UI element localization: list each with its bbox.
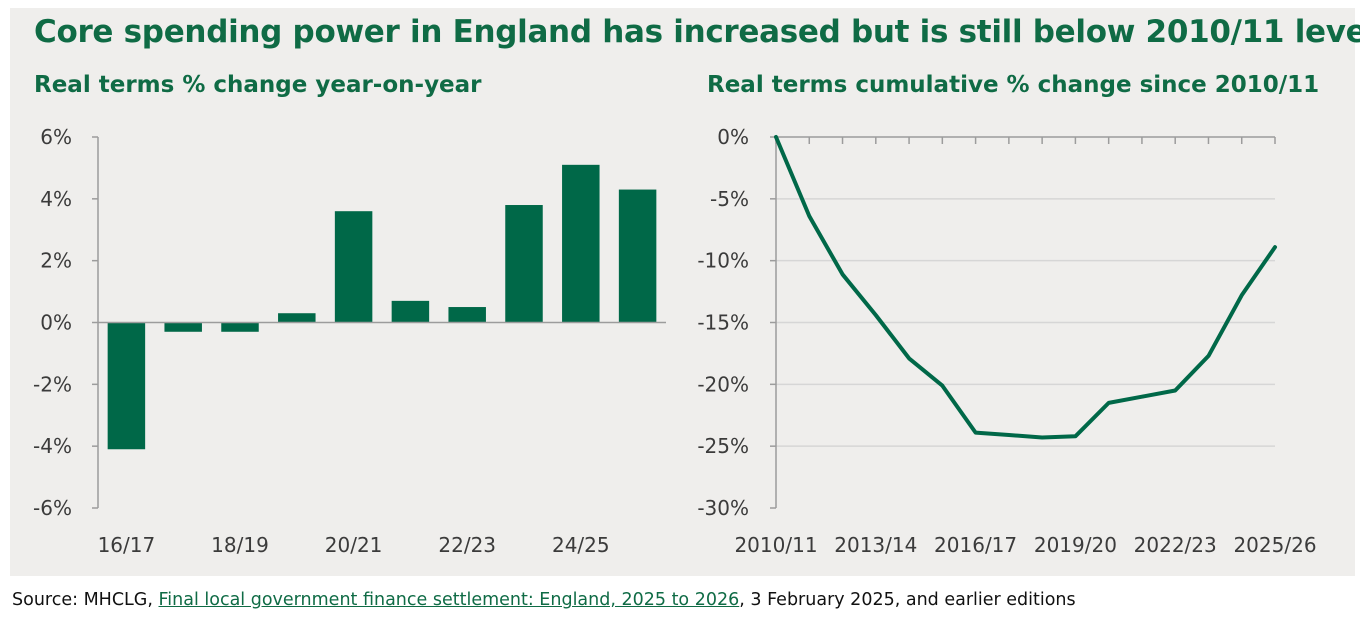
bar-16-17: [107, 322, 146, 450]
bar-y-tick-label: 4%: [40, 187, 72, 211]
bar-y-tick-label: -4%: [33, 434, 72, 458]
bar-17-18: [164, 322, 202, 332]
chart-panel: [10, 8, 1355, 576]
right-chart-title: Real terms cumulative % change since 201…: [707, 72, 1320, 98]
source-suffix: , 3 February 2025, and earlier editions: [739, 590, 1076, 610]
cumulative-change-line: [774, 135, 1277, 440]
bar-21-22: [391, 300, 430, 323]
line-x-tick-label: 2022/23: [1134, 533, 1217, 557]
bar-y-tick-label: -2%: [33, 372, 72, 396]
bar-x-tick-label: 24/25: [552, 533, 610, 557]
bar-chart: 6% 4% 2% 0% -2% -4% -6% 16/17 18/19 20/21 22/23 24/…: [33, 125, 666, 557]
line-y-tick-label: -30%: [697, 496, 749, 520]
line-chart: 0% -5% -10% -15% -20% -25% -30% 2010/11 2013/14 2…: [697, 125, 1316, 557]
line-y-tick-label: -20%: [697, 372, 749, 396]
bar-y-tick-label: 2%: [40, 249, 72, 273]
line-x-tick-label: 2019/20: [1034, 533, 1117, 557]
bar-y-tick-label: 6%: [40, 125, 72, 149]
bar-25-26: [618, 189, 657, 323]
source-prefix: Source: MHCLG,: [12, 590, 159, 610]
bar-y-tick-label: -6%: [33, 496, 72, 520]
line-x-tick-label: 2025/26: [1233, 533, 1316, 557]
bar-22-23: [448, 307, 486, 323]
bar-23-24: [505, 205, 543, 323]
line-x-tick-label: 2010/11: [734, 533, 817, 557]
bar-y-tick-label: 0%: [40, 311, 72, 335]
line-x-tick-label: 2016/17: [934, 533, 1017, 557]
left-chart-title: Real terms % change year-on-year: [34, 72, 482, 98]
source-note: Source: MHCLG, Final local government fi…: [12, 590, 1076, 610]
line-y-tick-label: -15%: [697, 311, 749, 335]
bar-x-tick-label: 20/21: [325, 533, 383, 557]
line-y-tick-label: -10%: [697, 249, 749, 273]
line-x-tick-label: 2013/14: [834, 533, 917, 557]
bar-x-tick-label: 22/23: [438, 533, 496, 557]
bar-24-25: [562, 164, 600, 323]
line-y-tick-label: -25%: [697, 434, 749, 458]
line-y-tick-label: -5%: [710, 187, 749, 211]
bar-18-19: [221, 322, 259, 332]
source-link[interactable]: Final local government finance settlemen…: [158, 590, 740, 610]
bar-20-21: [334, 211, 373, 323]
bar-19-20: [278, 313, 316, 323]
line-y-tick-label: 0%: [717, 125, 749, 149]
bar-x-tick-label: 16/17: [98, 533, 156, 557]
bar-x-tick-label: 18/19: [211, 533, 269, 557]
page-title: Core spending power in England has incre…: [34, 14, 1360, 50]
